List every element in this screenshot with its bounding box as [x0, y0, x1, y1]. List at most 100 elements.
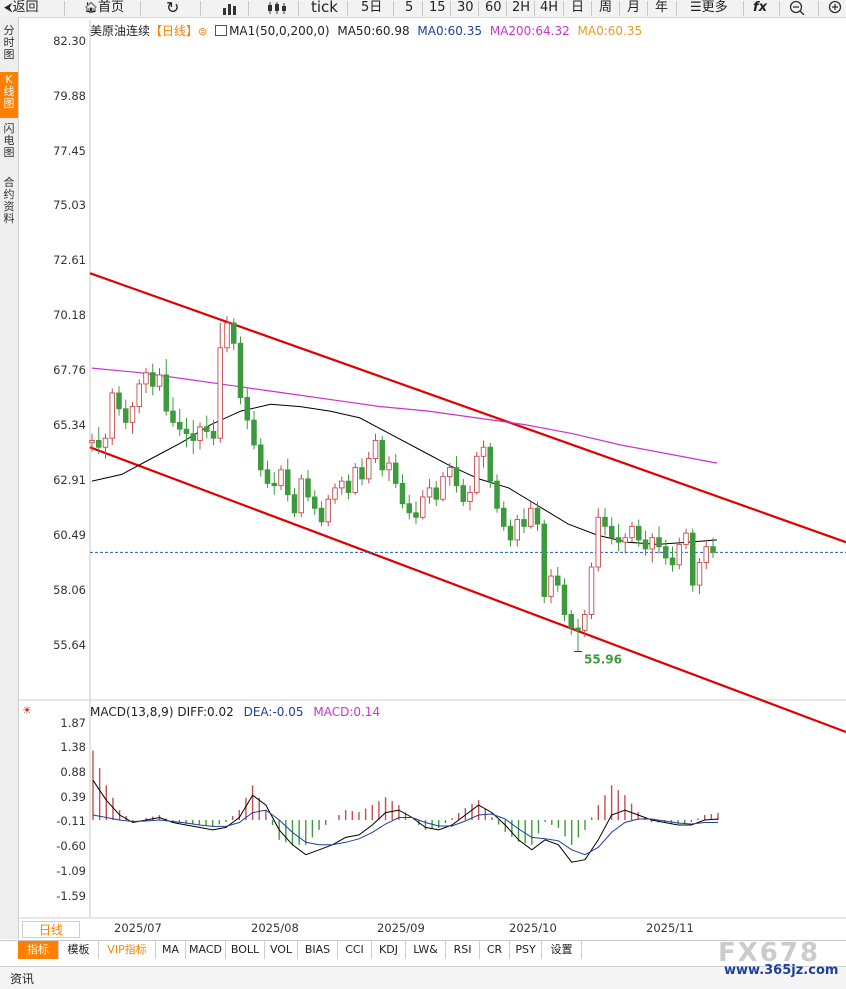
tab-kdj[interactable]: KDJ — [372, 941, 406, 959]
candle-body — [312, 496, 318, 509]
period-year[interactable]: 年 — [655, 0, 669, 15]
ma50-line — [91, 403, 718, 545]
sidebar-item-kline[interactable]: K线图 — [0, 72, 18, 118]
candle-body — [122, 408, 129, 423]
tab-macd[interactable]: MACD — [186, 941, 226, 959]
period-month[interactable]: 月 — [627, 0, 641, 15]
candle-body — [190, 433, 196, 441]
candlestick-button[interactable] — [266, 0, 288, 17]
candle-body — [230, 322, 237, 344]
sidebar-item-contract[interactable]: 合约资料 — [3, 176, 15, 225]
period-15min[interactable]: 15 — [429, 0, 446, 15]
period-week[interactable]: 周 — [599, 0, 613, 15]
tab-ma[interactable]: MA — [156, 941, 186, 959]
chart-type-button[interactable] — [221, 0, 239, 17]
home-icon: 🏠︎ — [84, 1, 98, 14]
candle-body — [305, 478, 311, 498]
period-day[interactable]: 日 — [571, 0, 585, 15]
period-tick[interactable]: tick — [311, 0, 338, 16]
low-price-label: 55.96 — [584, 653, 622, 667]
candle-body — [163, 374, 169, 412]
tab-rsi[interactable]: RSI — [446, 941, 480, 959]
candle-body — [487, 446, 494, 482]
x-axis-period-label[interactable]: 日线 — [22, 921, 80, 938]
tab-vip-indicator[interactable]: VIP指标 — [99, 941, 156, 959]
macd-y-tick: 1.87 — [60, 716, 86, 730]
y-tick: 72.61 — [53, 253, 86, 267]
candle-body — [460, 485, 467, 502]
x-tick: 2025/08 — [251, 921, 299, 935]
period-60min[interactable]: 60 — [485, 0, 502, 15]
indicator-icon[interactable] — [215, 25, 228, 36]
period-4h[interactable]: 4H — [540, 0, 559, 15]
watermark-site: www.365jz.com — [724, 963, 839, 978]
formula-button[interactable]: fx — [753, 0, 767, 17]
candle-body — [244, 397, 250, 421]
candle-body — [420, 496, 426, 518]
ma200-line — [91, 367, 718, 464]
candle-body — [251, 419, 257, 446]
candle-body — [298, 478, 305, 514]
candle-body — [629, 525, 635, 539]
tab-template[interactable]: 模板 — [59, 941, 99, 959]
watermark-brand: FX678 — [718, 938, 821, 968]
candle-body — [528, 507, 534, 527]
home-button[interactable]: 🏠︎首页 — [84, 0, 124, 15]
candle-body — [217, 347, 223, 439]
status-bar: 资讯 — [0, 966, 846, 989]
sidebar-item-timeshare[interactable]: 分时图 — [3, 24, 15, 61]
tab-psy[interactable]: PSY — [510, 941, 542, 959]
channel-upper-line — [89, 272, 846, 544]
candle-body — [224, 322, 230, 349]
candle-body — [258, 444, 264, 471]
candle-body — [285, 469, 291, 496]
back-button[interactable]: ⮜返回 — [4, 0, 39, 15]
tab-cci[interactable]: CCI — [338, 941, 372, 959]
settings-icon[interactable]: ⊜ — [198, 25, 208, 38]
tab-boll[interactable]: BOLL — [226, 941, 265, 959]
period-30min[interactable]: 30 — [457, 0, 474, 15]
candle-body — [480, 446, 487, 457]
x-tick: 2025/07 — [114, 921, 162, 935]
macd-settings-icon[interactable]: ☀ — [22, 704, 32, 717]
candle-body — [555, 575, 561, 586]
candle-body — [197, 426, 203, 441]
zoom-in-button[interactable] — [828, 0, 844, 17]
candle-body — [474, 455, 480, 493]
tab-vol[interactable]: VOL — [265, 941, 298, 959]
period-2h[interactable]: 2H — [512, 0, 531, 15]
candle-body — [136, 383, 142, 408]
period-5min[interactable]: 5 — [405, 0, 414, 15]
candle-body — [663, 546, 669, 559]
kline-chart[interactable]: 55.96 — [0, 0, 846, 940]
instrument-name: 美原油连续 — [90, 24, 151, 38]
candle-body — [95, 440, 102, 448]
macd-y-tick: 1.38 — [60, 740, 86, 754]
candle-body — [568, 614, 575, 629]
period-5day[interactable]: 5日 — [361, 0, 383, 15]
tab-bias[interactable]: BIAS — [298, 941, 338, 959]
zoom-out-icon — [789, 0, 805, 16]
macd-y-tick: -0.11 — [56, 814, 86, 828]
candle-body — [170, 410, 176, 423]
ma-params: MA1(50,0,200,0) — [229, 24, 330, 38]
macd-value: MACD:0.14 — [313, 705, 381, 719]
more-button[interactable]: ☰更多 — [690, 0, 728, 15]
diff-value: DIFF:0.02 — [177, 705, 234, 719]
candle-body — [143, 372, 149, 385]
candle-body — [501, 507, 507, 527]
candle-body — [203, 426, 210, 432]
candle-body — [696, 562, 703, 586]
tab-lw[interactable]: LW& — [406, 941, 446, 959]
y-tick: 55.64 — [53, 638, 86, 652]
zoom-out-button[interactable] — [789, 0, 805, 17]
candle-body — [386, 462, 392, 471]
tab-settings[interactable]: 设置 — [542, 941, 582, 959]
tab-cr[interactable]: CR — [480, 941, 510, 959]
sidebar-item-flash[interactable]: 闪电图 — [3, 122, 15, 159]
tab-indicator[interactable]: 指标 — [18, 941, 59, 959]
news-tab[interactable]: 资讯 — [10, 972, 35, 986]
candle-body — [649, 537, 656, 550]
refresh-button[interactable]: ↻ — [166, 0, 179, 17]
candle-body — [210, 430, 217, 439]
